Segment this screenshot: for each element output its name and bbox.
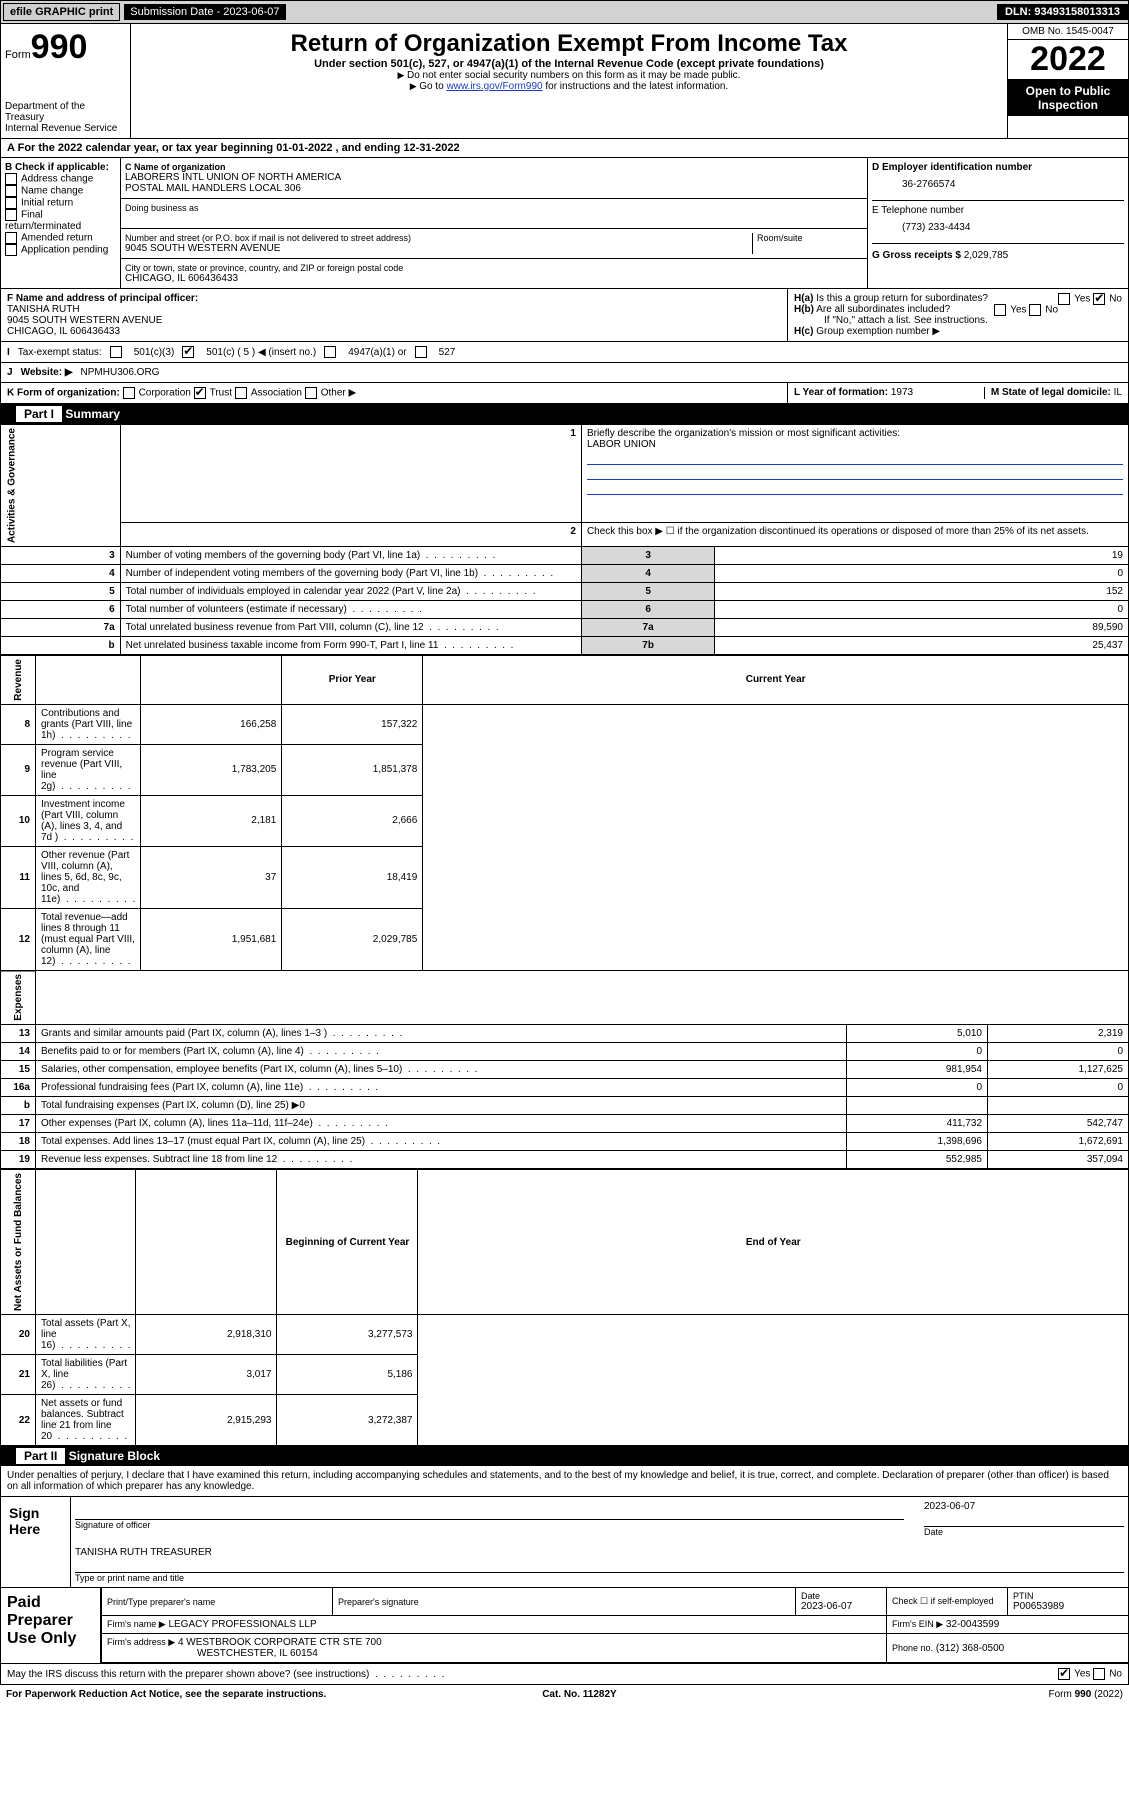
l1-value: LABOR UNION <box>587 439 656 450</box>
hb-note: If "No," attach a list. See instructions… <box>794 315 1122 326</box>
org-block: B Check if applicable: Address changeNam… <box>0 158 1129 289</box>
tax-year: 2022 <box>1008 40 1128 80</box>
f-name: TANISHA RUTH <box>7 304 781 315</box>
b-option[interactable]: Application pending <box>5 244 116 256</box>
b-option[interactable]: Amended return <box>5 232 116 244</box>
l1-text: Briefly describe the organization's miss… <box>587 428 900 439</box>
hb-text: Are all subordinates included? <box>816 304 950 315</box>
row-j: JWebsite: ▶ NPMHU306.ORG <box>0 363 1129 383</box>
omb-number: OMB No. 1545-0047 <box>1008 24 1128 40</box>
b-option[interactable]: Initial return <box>5 197 116 209</box>
part2-header: Part II Signature Block <box>0 1446 1129 1466</box>
side-net: Net Assets or Fund Balances <box>1 1170 36 1315</box>
e-phone-value: (773) 233-4434 <box>872 216 1124 243</box>
l2-text: Check this box ▶ ☐ if the organization d… <box>581 523 1128 547</box>
declaration: Under penalties of perjury, I declare th… <box>0 1466 1129 1497</box>
ha-text: Is this a group return for subordinates? <box>816 293 988 304</box>
e-phone-label: E Telephone number <box>872 205 1124 216</box>
irs-link[interactable]: www.irs.gov/Form990 <box>446 81 542 92</box>
g-gross-value: 2,029,785 <box>964 250 1009 261</box>
street-label: Number and street (or P.O. box if mail i… <box>125 233 748 243</box>
m-state: IL <box>1114 387 1122 398</box>
row-a-tax-year: A For the 2022 calendar year, or tax yea… <box>0 139 1129 158</box>
b-option[interactable]: Address change <box>5 173 116 185</box>
form-subtitle-1: Under section 501(c), 527, or 4947(a)(1)… <box>139 58 999 70</box>
row-f-h: F Name and address of principal officer:… <box>0 289 1129 342</box>
top-bar: efile GRAPHIC print Submission Date - 20… <box>0 0 1129 24</box>
dba-label: Doing business as <box>125 203 863 213</box>
irs-label: Internal Revenue Service <box>5 123 126 134</box>
dln: DLN: 93493158013313 <box>997 4 1128 20</box>
open-public: Open to Public Inspection <box>1008 80 1128 116</box>
website-value: NPMHU306.ORG <box>81 367 160 378</box>
city-label: City or town, state or province, country… <box>125 263 863 273</box>
part1-netassets-table: Net Assets or Fund Balances Beginning of… <box>0 1169 1129 1446</box>
form-number: Form990 <box>5 28 126 67</box>
c-label: C Name of organization <box>125 162 863 172</box>
f-label: F Name and address of principal officer: <box>7 293 781 304</box>
l-year: 1973 <box>891 387 913 398</box>
b-option[interactable]: Final return/terminated <box>5 209 116 232</box>
f-addr: 9045 SOUTH WESTERN AVENUE <box>7 315 781 326</box>
form-header: Form990 Department of the Treasury Inter… <box>0 24 1129 139</box>
row-k-lm: K Form of organization: Corporation Trus… <box>0 383 1129 404</box>
side-activities: Activities & Governance <box>1 425 121 547</box>
g-gross-label: G Gross receipts $ <box>872 250 961 261</box>
part1-header: Part I Summary <box>0 404 1129 424</box>
d-ein-label: D Employer identification number <box>872 162 1124 173</box>
submission-date: Submission Date - 2023-06-07 <box>124 4 285 20</box>
street-value: 9045 SOUTH WESTERN AVENUE <box>125 243 748 254</box>
paid-preparer: Paid Preparer Use Only Print/Type prepar… <box>0 1588 1129 1664</box>
b-option[interactable]: Name change <box>5 185 116 197</box>
form-subtitle-3: Go to www.irs.gov/Form990 for instructio… <box>139 81 999 92</box>
side-revenue: Revenue <box>1 656 36 705</box>
form-title: Return of Organization Exempt From Incom… <box>139 30 999 58</box>
sign-here: Sign Here Signature of officer 2023-06-0… <box>0 1497 1129 1588</box>
org-name-1: LABORERS INTL UNION OF NORTH AMERICA <box>125 172 863 183</box>
b-label: B Check if applicable: <box>5 162 116 173</box>
org-name-2: POSTAL MAIL HANDLERS LOCAL 306 <box>125 183 863 194</box>
dept-treasury: Department of the Treasury <box>5 101 126 123</box>
hc-text: Group exemption number ▶ <box>816 326 940 337</box>
part1-expenses-table: Expenses 13Grants and similar amounts pa… <box>0 971 1129 1170</box>
f-city: CHICAGO, IL 606436433 <box>7 326 781 337</box>
efile-print-button[interactable]: efile GRAPHIC print <box>3 3 120 21</box>
part1-governance-table: Activities & Governance 1 Briefly descri… <box>0 424 1129 655</box>
city-value: CHICAGO, IL 606436433 <box>125 273 863 284</box>
d-ein-value: 36-2766574 <box>872 173 1124 200</box>
page-footer: For Paperwork Reduction Act Notice, see … <box>0 1685 1129 1704</box>
side-expenses: Expenses <box>1 971 36 1025</box>
suite-label: Room/suite <box>757 233 863 243</box>
form-subtitle-2: Do not enter social security numbers on … <box>139 70 999 81</box>
part1-revenue-table: Revenue Prior YearCurrent Year 8Contribu… <box>0 655 1129 971</box>
may-discuss: May the IRS discuss this return with the… <box>0 1664 1129 1685</box>
row-i: ITax-exempt status: 501(c)(3) 501(c) ( 5… <box>0 342 1129 363</box>
